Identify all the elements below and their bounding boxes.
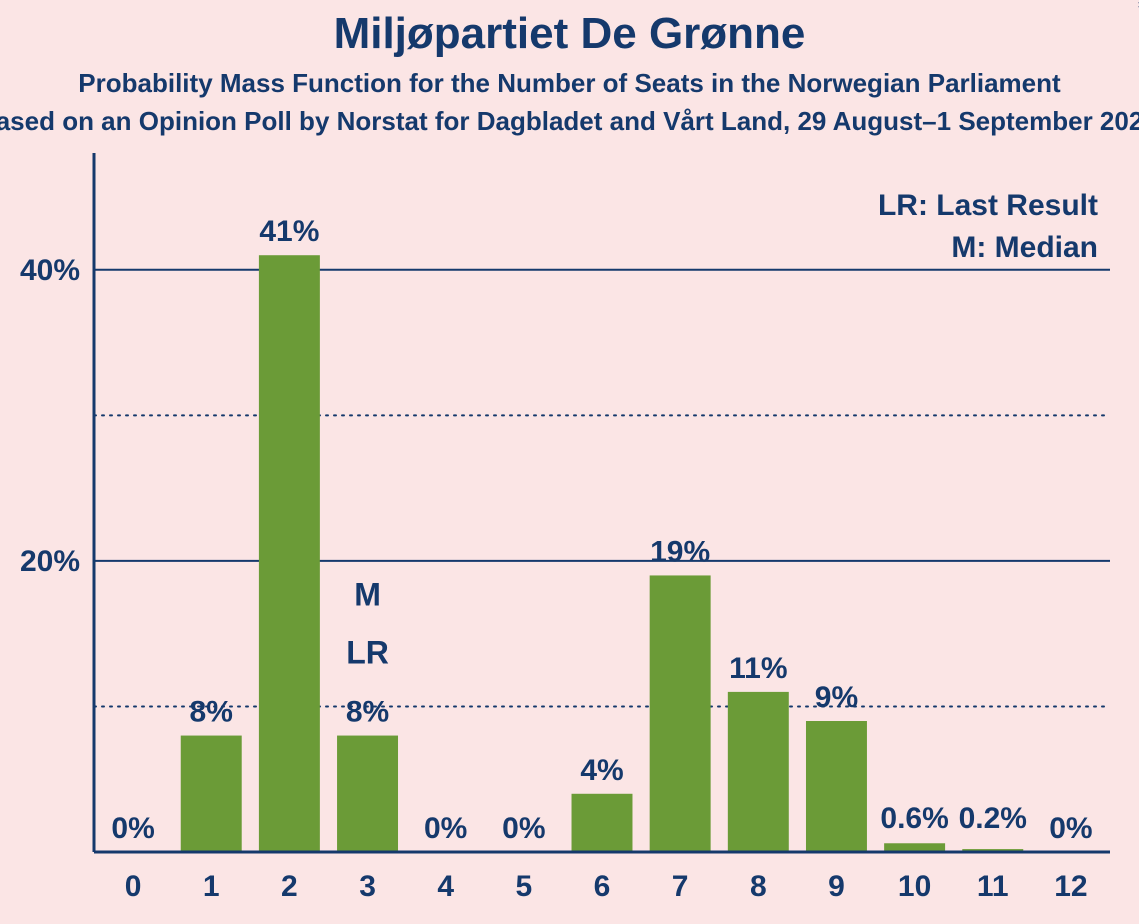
last-result-marker-label: LR <box>346 635 389 671</box>
bar-value-label: 0% <box>111 812 154 845</box>
bar-value-label: 0% <box>1049 812 1092 845</box>
y-tick-label: 40% <box>20 254 80 287</box>
chart-svg: Miljøpartiet De Grønne Probability Mass F… <box>0 0 1139 924</box>
bar <box>728 692 789 852</box>
bar-value-label: 0.2% <box>959 802 1027 835</box>
x-tick-label: 2 <box>281 870 298 903</box>
bar-value-label: 11% <box>729 652 787 685</box>
bar <box>181 736 242 852</box>
bar-value-label: 8% <box>190 696 233 729</box>
bar <box>572 794 633 852</box>
chart-subsubtitle: ased on an Opinion Poll by Norstat for D… <box>0 106 1139 136</box>
y-tick-label: 20% <box>20 545 80 578</box>
bar <box>259 255 320 852</box>
x-tick-label: 9 <box>828 870 845 903</box>
bar-value-label: 41% <box>259 215 319 248</box>
x-tick-label: 5 <box>516 870 533 903</box>
x-tick-label: 4 <box>437 870 454 903</box>
x-tick-label: 7 <box>672 870 689 903</box>
bar <box>650 575 711 852</box>
x-tick-label: 11 <box>977 870 1009 903</box>
chart-title: Miljøpartiet De Grønne <box>334 9 806 58</box>
x-tick-label: 1 <box>203 870 220 903</box>
bar-value-label: 0% <box>502 812 545 845</box>
bar <box>806 721 867 852</box>
x-tick-label: 6 <box>594 870 611 903</box>
legend-median: M: Median <box>951 231 1098 264</box>
x-tick-label: 8 <box>750 870 767 903</box>
x-tick-label: 0 <box>125 870 142 903</box>
copyright-text: © 2025 Filip van Laenen <box>1135 0 1139 8</box>
bar-value-label: 4% <box>580 754 623 787</box>
bar-value-label: 0% <box>424 812 467 845</box>
bar-value-label: 0.6% <box>880 802 948 835</box>
bar-value-label: 8% <box>346 696 389 729</box>
chart-subtitle: Probability Mass Function for the Number… <box>78 68 1061 98</box>
x-tick-label: 3 <box>359 870 376 903</box>
bar-value-label: 19% <box>650 535 710 568</box>
x-tick-label: 10 <box>898 870 931 903</box>
bar-value-label: 9% <box>815 681 858 714</box>
median-marker-label: M <box>354 577 381 613</box>
pmf-bar-chart: Miljøpartiet De Grønne Probability Mass F… <box>0 0 1139 924</box>
x-tick-label: 12 <box>1054 870 1087 903</box>
bar <box>337 736 398 852</box>
legend-last-result: LR: Last Result <box>878 189 1098 222</box>
